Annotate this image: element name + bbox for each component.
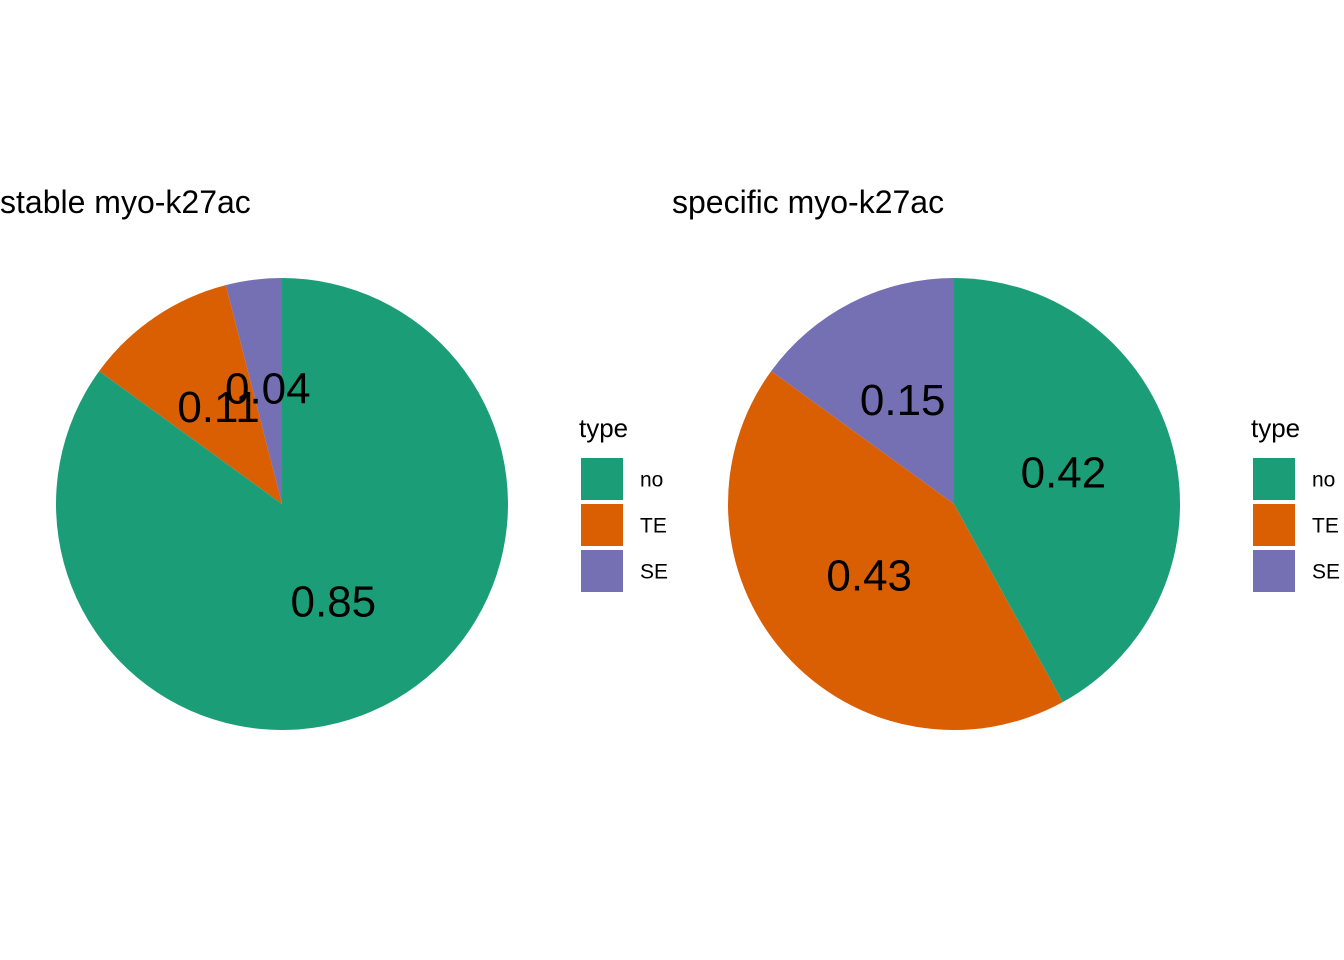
pie-slice-te xyxy=(99,285,282,504)
slice-value-label: 0.85 xyxy=(290,577,376,626)
pie-slices xyxy=(727,278,1181,731)
legend-label: SE xyxy=(1312,561,1340,584)
slice-value-label: 0.15 xyxy=(860,376,946,425)
legend-key-se xyxy=(1253,550,1295,592)
slice-value-label: 0.43 xyxy=(826,551,912,600)
legend-label: TE xyxy=(1312,515,1339,538)
legend-title: type xyxy=(1251,413,1300,443)
pie-slice-no xyxy=(954,278,1181,703)
legend-label: no xyxy=(1312,469,1335,492)
legend-key-no xyxy=(1253,458,1295,500)
pie-labels: 0.15 0.43 0.42 xyxy=(826,376,1106,600)
legend-items: no TE SE xyxy=(1253,458,1340,592)
legend-title: type xyxy=(579,413,628,443)
slice-value-label: 0.42 xyxy=(1021,449,1107,498)
legend-key-se xyxy=(581,550,623,592)
chart-title: specific myo-k27ac xyxy=(672,184,944,220)
legend-items: no TE SE xyxy=(581,458,668,592)
pie-labels: 0.040.11 0.85 xyxy=(177,365,376,627)
pie-slice-no xyxy=(55,278,508,730)
legend-key-te xyxy=(1253,504,1295,546)
pie-panel-specific: specific myo-k27ac 0.15 0.43 0.42 type no T… xyxy=(672,184,1340,731)
legend: type no TE SE xyxy=(579,413,668,592)
slice-value-label: 0.04 xyxy=(225,365,311,414)
pie-panel-stable: stable myo-k27ac 0.040.11 0.85 type no TE S… xyxy=(0,184,668,730)
pie-slice-se xyxy=(771,278,954,504)
chart-title: stable myo-k27ac xyxy=(0,184,251,220)
legend-label: no xyxy=(640,469,663,492)
legend-key-te xyxy=(581,504,623,546)
legend-label: SE xyxy=(640,561,668,584)
pie-slice-te xyxy=(727,371,1063,731)
legend: type no TE SE xyxy=(1251,413,1340,592)
legend-key-no xyxy=(581,458,623,500)
slice-value-label: 0.11 xyxy=(177,383,259,432)
legend-label: TE xyxy=(640,515,667,538)
pie-slices xyxy=(55,278,508,730)
pie-slice-se xyxy=(225,278,282,504)
